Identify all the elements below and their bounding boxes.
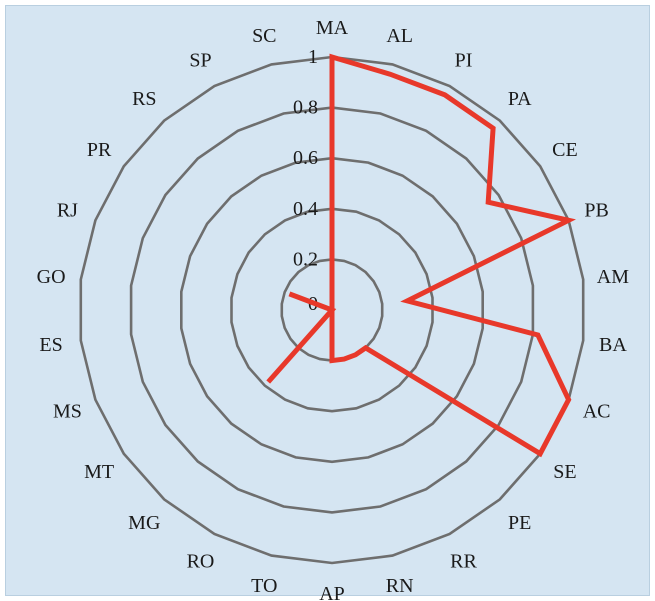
category-label-sc: SC	[252, 25, 276, 47]
category-label-ba: BA	[599, 334, 627, 356]
category-label-ms: MS	[53, 400, 82, 422]
chart-frame	[5, 5, 650, 596]
r-tick-label: 0.2	[293, 248, 318, 270]
grid-ring-2	[230, 207, 434, 413]
r-tick-label: 0.4	[293, 198, 318, 220]
category-label-pa: PA	[508, 88, 532, 110]
radar-rings	[79, 55, 585, 565]
radial-tick-labels: 00.20.40.60.81	[293, 46, 318, 315]
category-label-ce: CE	[552, 139, 578, 161]
category-label-rr: RR	[450, 551, 477, 573]
series-line-1	[266, 53, 576, 458]
category-label-sp: SP	[189, 49, 211, 71]
category-label-rn: RN	[386, 575, 414, 597]
category-label-rs: RS	[132, 88, 156, 110]
r-tick-label: 1	[308, 46, 318, 68]
category-label-se: SE	[553, 461, 576, 483]
category-label-ap: AP	[319, 583, 345, 601]
category-label-pe: PE	[508, 512, 531, 534]
category-label-ro: RO	[187, 551, 215, 573]
category-label-al: AL	[386, 25, 413, 47]
category-label-ac: AC	[583, 400, 611, 422]
category-label-rj: RJ	[57, 200, 78, 222]
category-label-ma: MA	[316, 17, 349, 39]
category-label-mt: MT	[84, 461, 114, 483]
grid-ring-5	[79, 55, 585, 565]
category-labels: MA AL PI PA CE PB AM BA AC SE PE RR RN AP TO RO MG MT MS ES…	[37, 17, 630, 601]
category-label-go: GO	[37, 266, 66, 288]
category-label-pr: PR	[87, 139, 112, 161]
category-label-am: AM	[597, 266, 629, 288]
r-tick-label: 0.6	[293, 147, 318, 169]
grid-ring-3	[180, 156, 485, 464]
category-label-pb: PB	[584, 200, 608, 222]
category-label-pi: PI	[455, 49, 473, 71]
category-label-es: ES	[39, 334, 62, 356]
r-tick-label: 0.8	[293, 97, 318, 119]
category-label-mg: MG	[128, 512, 160, 534]
series-layer	[266, 53, 576, 458]
category-label-to: TO	[251, 575, 277, 597]
grid-ring-4	[129, 106, 535, 514]
